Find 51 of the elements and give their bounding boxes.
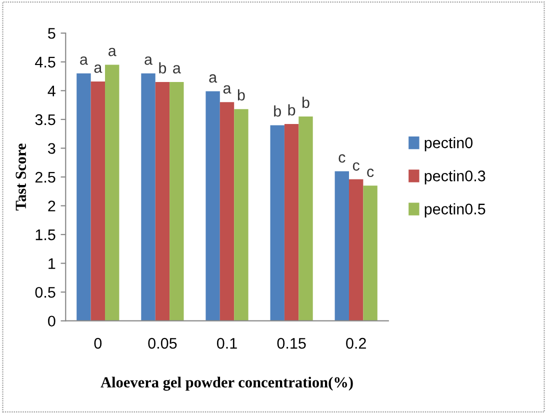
bar bbox=[155, 82, 170, 321]
y-tick-label: 0 bbox=[48, 316, 56, 327]
x-tick-label: 0.15 bbox=[277, 338, 306, 349]
y-tick-label: 2.5 bbox=[35, 172, 56, 183]
bar bbox=[90, 81, 106, 321]
data-label: c bbox=[352, 162, 360, 171]
bar bbox=[363, 186, 378, 321]
data-label: a bbox=[223, 85, 232, 94]
y-tick-label: 4.5 bbox=[35, 56, 56, 68]
bar bbox=[220, 102, 234, 321]
data-label: b bbox=[274, 105, 281, 117]
data-label: a bbox=[108, 48, 116, 56]
data-label: a bbox=[80, 56, 88, 65]
bar bbox=[206, 91, 220, 321]
legend-label: pectin0 bbox=[424, 137, 473, 152]
x-axis-title: Aloevera gel powder concentration(%) bbox=[100, 376, 353, 391]
data-label: c bbox=[338, 154, 346, 163]
y-tick-label: 1.5 bbox=[36, 230, 56, 240]
bar bbox=[170, 82, 184, 321]
data-label: b bbox=[238, 89, 245, 101]
bar bbox=[270, 125, 284, 321]
data-label: a bbox=[94, 64, 102, 73]
data-label: b bbox=[159, 62, 166, 74]
y-tick-label: 3.5 bbox=[35, 114, 56, 126]
bar bbox=[76, 73, 91, 321]
y-tick-label: 4 bbox=[48, 86, 56, 96]
y-tick-label: 0.5 bbox=[35, 286, 56, 298]
data-label: b bbox=[288, 104, 296, 116]
bar bbox=[105, 64, 120, 321]
y-tick-label: 1 bbox=[48, 258, 56, 269]
y-tick-label: 2 bbox=[48, 200, 56, 212]
bar bbox=[234, 109, 248, 321]
y-tick-label: 5 bbox=[48, 28, 56, 39]
bar bbox=[141, 73, 156, 321]
bar bbox=[348, 179, 364, 321]
data-label: a bbox=[209, 74, 218, 83]
data-label: c bbox=[367, 168, 374, 178]
x-tick-label: 0.2 bbox=[346, 338, 366, 349]
x-tick-label: 0 bbox=[94, 338, 102, 349]
bar bbox=[334, 171, 349, 321]
legend-label: pectin0.5 bbox=[424, 203, 486, 218]
bar bbox=[284, 124, 299, 321]
legend-label: pectin0.3 bbox=[424, 170, 486, 184]
x-tick-label: 0.05 bbox=[148, 338, 177, 349]
data-label: a bbox=[173, 65, 181, 74]
x-tick-label: 0.1 bbox=[216, 338, 237, 349]
data-label: a bbox=[144, 56, 153, 65]
y-tick-label: 3 bbox=[48, 143, 56, 154]
y-axis-title: Tast Score bbox=[16, 144, 26, 210]
data-label: b bbox=[302, 96, 310, 108]
bar bbox=[298, 116, 313, 321]
